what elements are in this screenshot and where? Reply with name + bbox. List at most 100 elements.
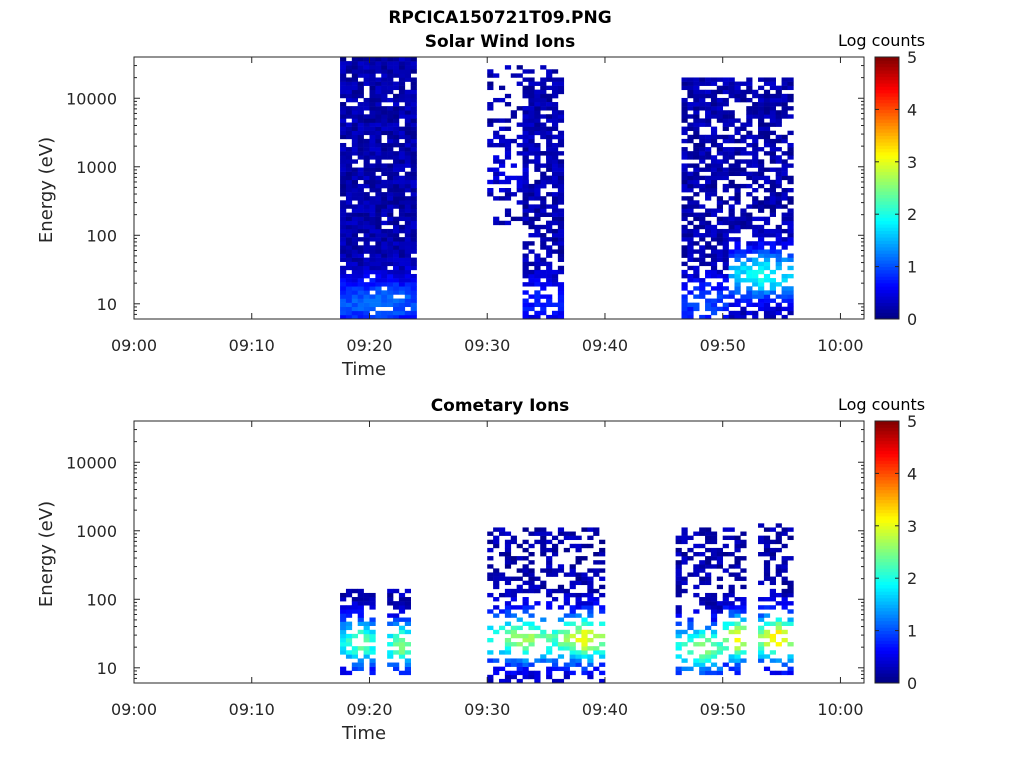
- data-bin: [504, 601, 512, 606]
- data-bin: [398, 306, 406, 312]
- data-bin: [551, 302, 559, 308]
- data-bin: [758, 306, 765, 312]
- data-bin: [710, 273, 718, 279]
- data-bin: [522, 588, 529, 594]
- data-bin: [557, 617, 565, 622]
- data-bin: [534, 97, 541, 103]
- data-bin: [593, 552, 600, 557]
- y-tick-label: 10: [97, 295, 117, 314]
- data-bin: [710, 621, 718, 626]
- data-bin: [375, 224, 382, 230]
- data-bin: [557, 175, 565, 181]
- data-bin: [357, 196, 364, 201]
- data-bin: [369, 110, 376, 115]
- data-bin: [340, 666, 347, 672]
- data-bin: [398, 130, 406, 136]
- data-bin: [393, 220, 400, 226]
- data-bin: [345, 85, 353, 91]
- data-bin: [722, 114, 729, 119]
- colorbar-segment: [875, 135, 899, 140]
- data-bin: [740, 278, 747, 283]
- data-bin: [716, 564, 724, 569]
- data-bin: [369, 118, 376, 123]
- colorbar-segment: [875, 292, 899, 297]
- data-bin: [340, 605, 347, 610]
- data-bin: [369, 97, 376, 103]
- data-bin: [734, 151, 741, 156]
- data-bin: [699, 249, 706, 254]
- data-bin: [710, 110, 718, 115]
- data-bin: [599, 621, 606, 626]
- data-bin: [493, 527, 500, 532]
- data-bin: [487, 564, 494, 569]
- data-bin: [504, 556, 512, 561]
- data-bin: [710, 163, 718, 168]
- data-bin: [345, 65, 353, 70]
- colorbar-tick-label: 5: [907, 48, 917, 67]
- data-bin: [387, 290, 394, 295]
- data-bin: [516, 73, 523, 78]
- data-bin: [769, 580, 776, 586]
- data-bin: [752, 106, 759, 111]
- colorbar-segment: [875, 188, 899, 192]
- data-bin: [351, 77, 359, 82]
- data-bin: [716, 249, 724, 254]
- data-bin: [345, 130, 353, 136]
- data-bin: [375, 208, 382, 213]
- data-bin: [716, 77, 724, 82]
- data-bin: [340, 89, 347, 95]
- data-bin: [557, 89, 565, 95]
- data-bin: [740, 220, 747, 226]
- colorbar-segment: [875, 486, 899, 491]
- data-bin: [493, 539, 500, 545]
- data-bin: [710, 188, 718, 193]
- data-bin: [716, 233, 724, 238]
- data-bin: [563, 633, 570, 639]
- data-bin: [740, 543, 747, 549]
- data-bin: [363, 621, 370, 626]
- data-bin: [510, 114, 517, 119]
- data-bin: [705, 650, 712, 655]
- data-bin: [775, 155, 782, 160]
- data-bin: [410, 233, 417, 238]
- data-bin: [752, 224, 759, 230]
- data-bin: [769, 192, 776, 197]
- data-bin: [593, 568, 600, 573]
- data-bin: [728, 77, 735, 82]
- data-bin: [710, 617, 718, 622]
- data-bin: [722, 122, 729, 127]
- data-bin: [787, 155, 794, 160]
- data-bin: [693, 118, 700, 123]
- data-bin: [345, 253, 353, 258]
- data-bin: [363, 650, 370, 655]
- data-bin: [493, 159, 500, 164]
- data-bin: [681, 552, 688, 557]
- data-bin: [781, 216, 788, 222]
- data-bin: [705, 114, 712, 119]
- data-bin: [763, 306, 771, 312]
- data-bin: [522, 114, 529, 119]
- data-bin: [534, 118, 541, 123]
- data-bin: [363, 633, 370, 639]
- data-bin: [522, 142, 529, 148]
- data-bin: [369, 220, 376, 226]
- data-bin: [404, 118, 411, 123]
- colorbar-segment: [875, 660, 899, 664]
- data-bin: [775, 196, 782, 201]
- data-bin: [499, 138, 506, 144]
- data-bin: [410, 85, 417, 91]
- data-bin: [693, 629, 700, 635]
- data-bin: [599, 642, 606, 647]
- data-bin: [593, 650, 600, 655]
- data-bin: [746, 106, 753, 111]
- data-bin: [369, 605, 376, 610]
- data-bin: [546, 564, 553, 569]
- colorbar-segment: [875, 542, 899, 546]
- data-bin: [381, 265, 388, 271]
- data-bin: [769, 188, 776, 193]
- data-bin: [404, 233, 411, 238]
- data-bin: [398, 134, 406, 140]
- data-bin: [357, 298, 364, 303]
